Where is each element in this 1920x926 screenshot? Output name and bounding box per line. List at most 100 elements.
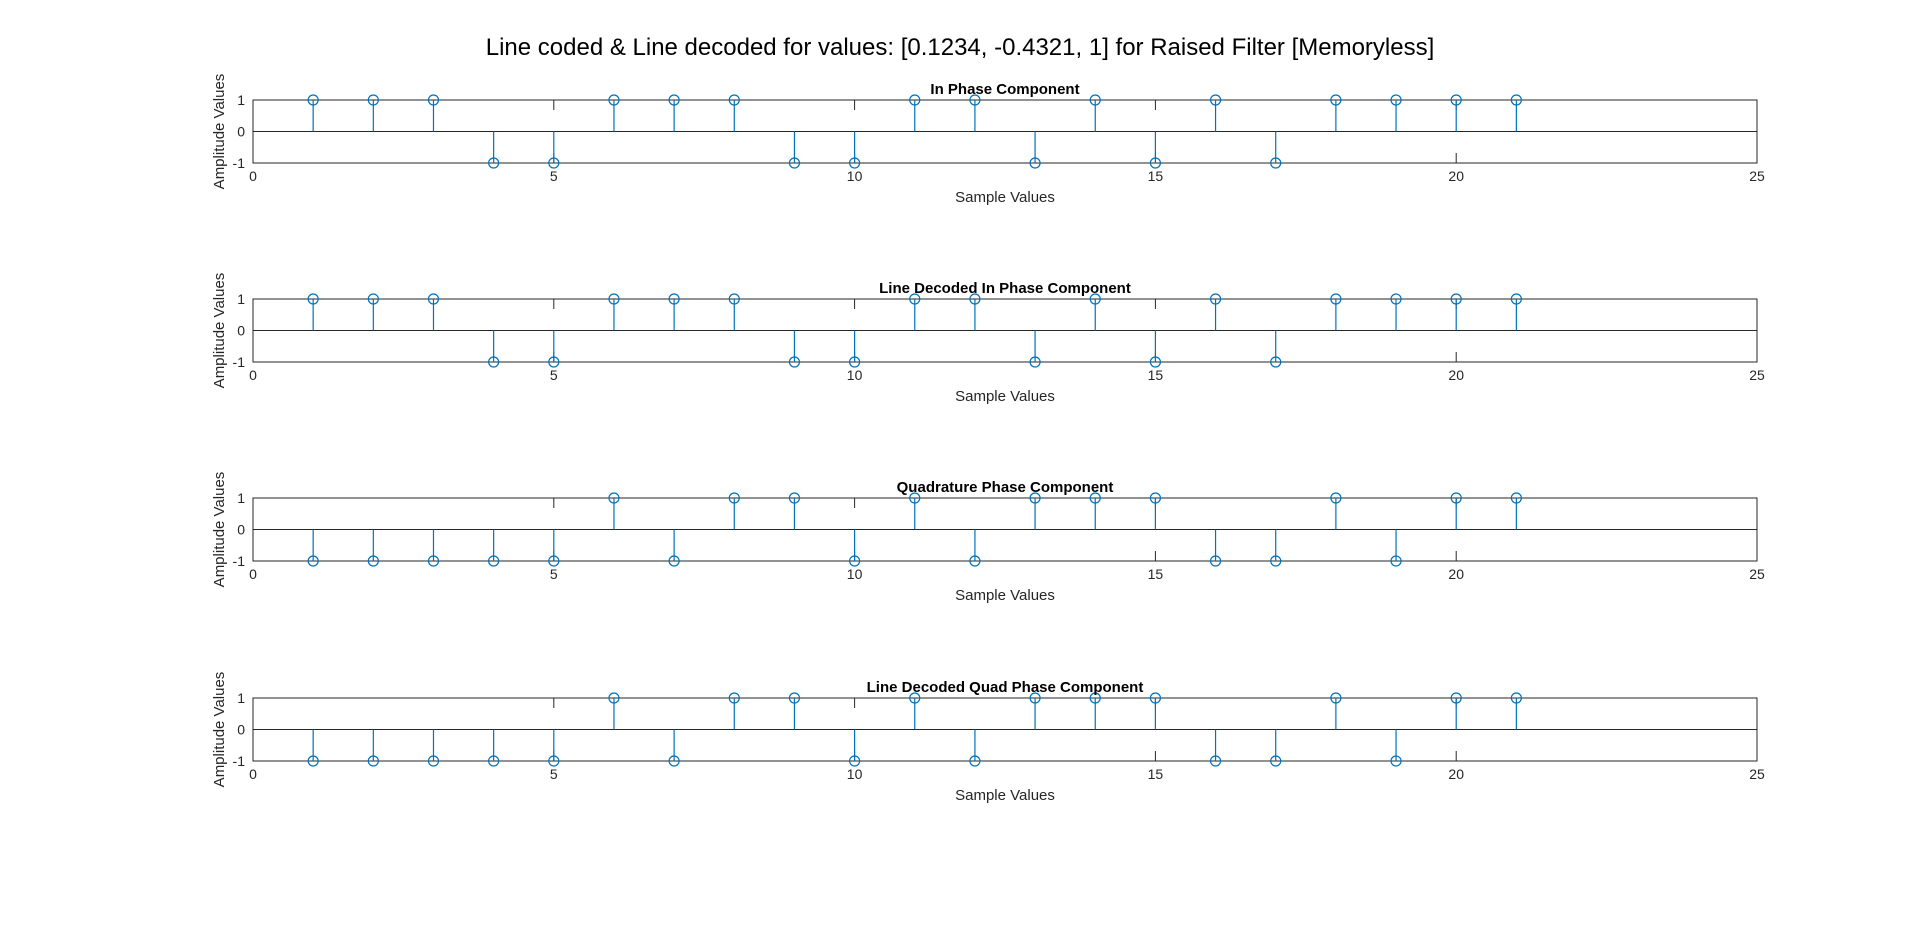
x-tick-label: 0	[249, 367, 257, 383]
x-tick-label: 20	[1448, 168, 1464, 184]
stem-marker	[1029, 692, 1041, 704]
x-axis-label: Sample Values	[955, 787, 1055, 804]
x-tick-label: 10	[847, 766, 863, 782]
stem-marker	[848, 157, 861, 169]
stem-marker	[909, 293, 921, 305]
y-tick-label: -1	[233, 753, 246, 769]
x-tick-label: 20	[1448, 566, 1464, 582]
stem-marker	[1209, 755, 1222, 767]
stem-marker	[307, 94, 319, 106]
stem-marker	[788, 356, 801, 368]
subplot-title: Line Decoded Quad Phase Component	[867, 679, 1144, 696]
stem-marker	[728, 94, 740, 106]
y-axis-label: Amplitude Values	[211, 273, 228, 389]
stem-marker	[367, 755, 379, 767]
x-tick-label: 5	[550, 168, 558, 184]
x-tick-label: 15	[1148, 766, 1164, 782]
stem-marker	[1209, 94, 1222, 106]
stem-marker	[909, 492, 921, 504]
y-tick-label: 1	[237, 690, 245, 706]
stem-marker	[1209, 555, 1222, 567]
subplot-title: Line Decoded In Phase Component	[879, 280, 1131, 297]
stem-marker	[1330, 94, 1342, 106]
stem-marker	[488, 157, 500, 169]
stem-marker	[548, 356, 560, 368]
x-tick-label: 15	[1148, 367, 1164, 383]
subplot-title: In Phase Component	[930, 81, 1079, 98]
y-axis-label: Amplitude Values	[211, 74, 228, 190]
stem-marker	[1149, 692, 1162, 704]
x-tick-label: 25	[1749, 566, 1765, 582]
stem-marker	[1149, 157, 1162, 169]
x-tick-label: 25	[1749, 766, 1765, 782]
stem-marker	[1450, 692, 1462, 704]
y-axis-label: Amplitude Values	[211, 672, 228, 788]
x-tick-label: 10	[847, 168, 863, 184]
stem-marker	[1390, 94, 1402, 106]
stem-marker	[668, 293, 680, 305]
y-tick-label: 1	[237, 490, 245, 506]
stem-marker	[307, 555, 319, 567]
stem-marker	[1029, 157, 1041, 169]
stem-marker	[909, 94, 921, 106]
x-tick-label: 20	[1448, 367, 1464, 383]
stem-marker	[1270, 157, 1282, 169]
y-tick-label: 1	[237, 92, 245, 108]
x-tick-label: 15	[1148, 566, 1164, 582]
y-tick-label: 0	[237, 323, 245, 339]
stem-marker	[848, 755, 861, 767]
stem-marker	[969, 293, 981, 305]
stem-marker	[1270, 555, 1282, 567]
y-tick-label: 0	[237, 522, 245, 538]
y-tick-label: -1	[233, 354, 246, 370]
x-tick-label: 10	[847, 367, 863, 383]
stem-marker	[1209, 293, 1222, 305]
stem-marker	[548, 555, 560, 567]
stem-marker	[427, 293, 440, 305]
stem-marker	[548, 755, 560, 767]
x-tick-label: 15	[1148, 168, 1164, 184]
x-axis-label: Sample Values	[955, 189, 1055, 206]
figure-title: Line coded & Line decoded for values: [0…	[486, 34, 1435, 61]
stem-marker	[488, 356, 500, 368]
stem-marker	[1029, 356, 1041, 368]
stem-marker	[608, 692, 620, 704]
stem-marker	[969, 755, 981, 767]
stem-marker	[788, 492, 801, 504]
stem-marker	[427, 755, 440, 767]
stem-marker	[1089, 293, 1101, 305]
stem-marker	[969, 555, 981, 567]
stem-marker	[307, 755, 319, 767]
stem-marker	[488, 755, 500, 767]
y-tick-label: -1	[233, 553, 246, 569]
stem-marker	[1390, 755, 1402, 767]
stem-marker	[1390, 293, 1402, 305]
stem-marker	[488, 555, 500, 567]
x-tick-label: 0	[249, 168, 257, 184]
stem-marker	[1450, 293, 1462, 305]
x-axis-label: Sample Values	[955, 388, 1055, 405]
y-tick-label: 0	[237, 722, 245, 738]
x-axis-label: Sample Values	[955, 587, 1055, 604]
stem-marker	[668, 755, 680, 767]
subplot-title: Quadrature Phase Component	[897, 479, 1114, 496]
x-tick-label: 0	[249, 566, 257, 582]
y-tick-label: 1	[237, 291, 245, 307]
stem-marker	[1089, 692, 1101, 704]
stem-marker	[728, 692, 740, 704]
stem-marker	[728, 492, 740, 504]
x-tick-label: 5	[550, 766, 558, 782]
x-tick-label: 20	[1448, 766, 1464, 782]
stem-marker	[427, 555, 440, 567]
stem-marker	[788, 692, 801, 704]
stem-marker	[728, 293, 740, 305]
stem-marker	[668, 94, 680, 106]
stem-marker	[1510, 692, 1522, 704]
stem-marker	[608, 492, 620, 504]
x-tick-label: 5	[550, 566, 558, 582]
stem-marker	[848, 555, 861, 567]
stem-marker	[1029, 492, 1041, 504]
